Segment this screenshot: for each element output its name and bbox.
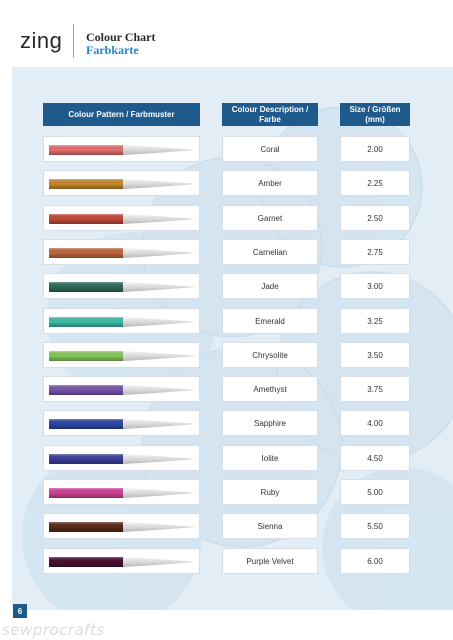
colour-pattern-cell: [43, 513, 200, 539]
table-row: Garnet 2.50: [0, 205, 453, 231]
colour-pattern-cell: [43, 445, 200, 471]
table-row: Purple Velvet 6.00: [0, 548, 453, 574]
colour-description-cell: Purple Velvet: [222, 548, 318, 574]
page-number: 6: [13, 604, 27, 618]
brand-logo: zing: [20, 28, 63, 53]
table-row: Carnelian 2.75: [0, 239, 453, 265]
size-cell: 6.00: [340, 548, 410, 574]
colour-description-cell: Amber: [222, 170, 318, 196]
colour-pattern-cell: [43, 136, 200, 162]
table-row: Emerald 3.25: [0, 308, 453, 334]
needle-icon: [49, 488, 197, 498]
colour-description-cell: Garnet: [222, 205, 318, 231]
size-cell: 4.50: [340, 445, 410, 471]
size-cell: 2.00: [340, 136, 410, 162]
colour-pattern-cell: [43, 376, 200, 402]
colour-description-cell: Ruby: [222, 479, 318, 505]
colour-description-cell: Jade: [222, 273, 318, 299]
colour-description-cell: Emerald: [222, 308, 318, 334]
size-cell: 2.25: [340, 170, 410, 196]
colour-description-cell: Coral: [222, 136, 318, 162]
needle-icon: [49, 385, 197, 395]
colour-description-cell: Chrysolite: [222, 342, 318, 368]
table-row: Sienna 5.50: [0, 513, 453, 539]
page-title: Colour Chart: [86, 30, 156, 44]
needle-icon: [49, 317, 197, 327]
needle-icon: [49, 248, 197, 258]
size-cell: 3.50: [340, 342, 410, 368]
table-row: Ruby 5.00: [0, 479, 453, 505]
size-cell: 5.50: [340, 513, 410, 539]
page-header: zing Colour Chart Farbkarte: [0, 0, 453, 64]
colour-description-cell: Carnelian: [222, 239, 318, 265]
size-cell: 3.00: [340, 273, 410, 299]
colour-pattern-cell: [43, 205, 200, 231]
colour-pattern-cell: [43, 170, 200, 196]
size-cell: 2.75: [340, 239, 410, 265]
table-row: Jade 3.00: [0, 273, 453, 299]
size-cell: 4.00: [340, 410, 410, 436]
logo-divider: [73, 24, 74, 58]
column-header-pattern: Colour Pattern / Farbmuster: [43, 103, 200, 126]
size-cell: 2.50: [340, 205, 410, 231]
colour-pattern-cell: [43, 273, 200, 299]
needle-icon: [49, 557, 197, 567]
colour-pattern-cell: [43, 410, 200, 436]
colour-pattern-cell: [43, 548, 200, 574]
table-row: Iolite 4.50: [0, 445, 453, 471]
table-row: Amber 2.25: [0, 170, 453, 196]
colour-description-cell: Amethyst: [222, 376, 318, 402]
needle-icon: [49, 419, 197, 429]
colour-description-cell: Iolite: [222, 445, 318, 471]
watermark-text: sewprocrafts: [2, 621, 105, 639]
size-cell: 3.25: [340, 308, 410, 334]
colour-description-cell: Sapphire: [222, 410, 318, 436]
needle-icon: [49, 179, 197, 189]
size-cell: 3.75: [340, 376, 410, 402]
table-row: Sapphire 4.00: [0, 410, 453, 436]
table-row: Chrysolite 3.50: [0, 342, 453, 368]
colour-pattern-cell: [43, 342, 200, 368]
table-row: Amethyst 3.75: [0, 376, 453, 402]
colour-pattern-cell: [43, 308, 200, 334]
table-row: Coral 2.00: [0, 136, 453, 162]
column-header-description: Colour Description / Farbe: [222, 103, 318, 126]
needle-icon: [49, 351, 197, 361]
page-subtitle: Farbkarte: [86, 43, 139, 57]
colour-pattern-cell: [43, 239, 200, 265]
needle-icon: [49, 214, 197, 224]
colour-description-cell: Sienna: [222, 513, 318, 539]
colour-pattern-cell: [43, 479, 200, 505]
needle-icon: [49, 282, 197, 292]
needle-icon: [49, 522, 197, 532]
needle-icon: [49, 454, 197, 464]
needle-icon: [49, 145, 197, 155]
size-cell: 5.00: [340, 479, 410, 505]
column-header-size: Size / Größen (mm): [340, 103, 410, 126]
